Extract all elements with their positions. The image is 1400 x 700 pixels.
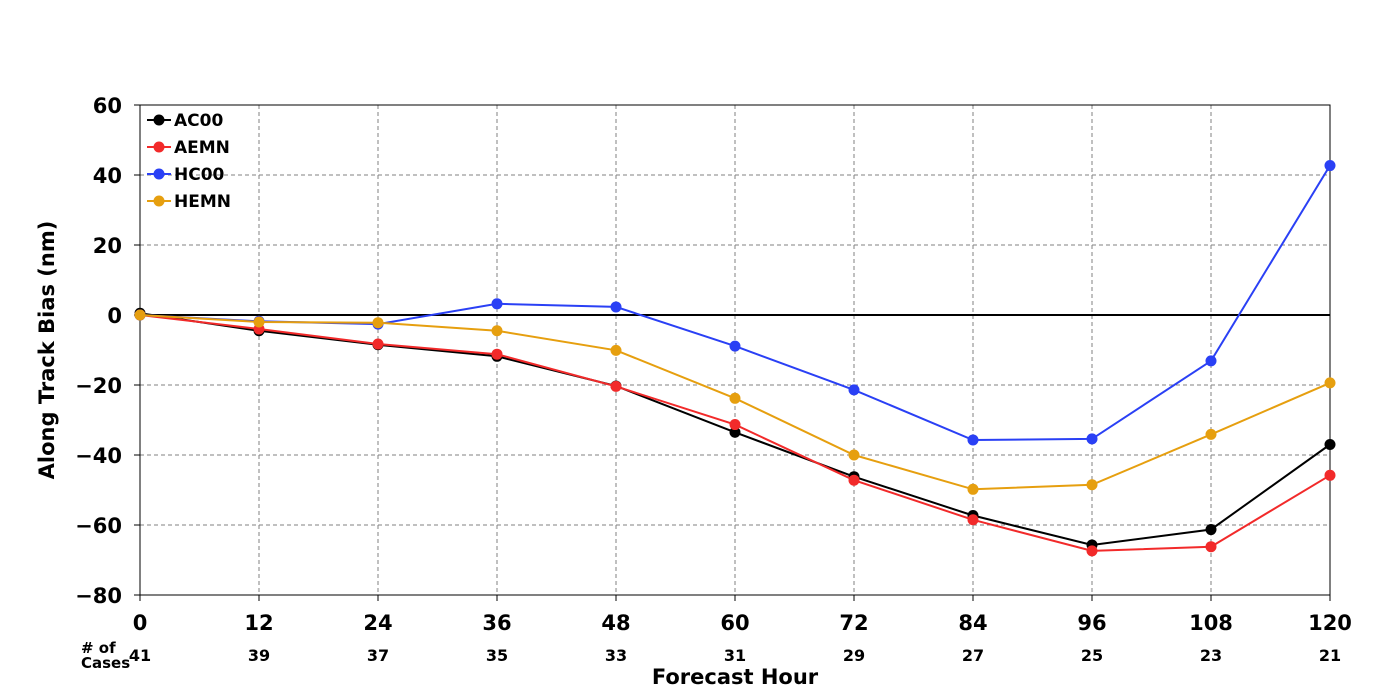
cases-count: 41 [129, 646, 151, 665]
data-point-aemn [848, 474, 860, 486]
data-point-ac00 [729, 426, 741, 438]
data-point-hc00 [1086, 433, 1098, 445]
data-point-aemn [610, 380, 622, 392]
data-point-hemn [967, 483, 979, 495]
x-tick-label: 48 [601, 611, 630, 635]
y-tick-label: −20 [75, 374, 122, 398]
x-tick-label: 108 [1189, 611, 1233, 635]
y-tick-label: −60 [75, 514, 122, 538]
data-point-hemn [372, 317, 384, 329]
x-axis-title: Forecast Hour [652, 665, 819, 689]
cases-count: 33 [605, 646, 627, 665]
data-point-ac00 [1205, 524, 1217, 536]
y-tick-label: 0 [107, 304, 122, 328]
data-point-hemn [610, 344, 622, 356]
cases-count: 29 [843, 646, 865, 665]
cases-count: 23 [1200, 646, 1222, 665]
cases-count: 39 [248, 646, 270, 665]
x-tick-label: 120 [1308, 611, 1352, 635]
data-point-hc00 [1205, 355, 1217, 367]
data-point-hemn [729, 392, 741, 404]
data-point-hemn [848, 449, 860, 461]
cases-count: 35 [486, 646, 508, 665]
y-tick-label: 40 [93, 164, 122, 188]
data-point-ac00 [1324, 439, 1336, 450]
data-point-hc00 [491, 298, 503, 310]
x-tick-label: 24 [363, 611, 392, 635]
y-axis-title: Along Track Bias (nm) [35, 221, 59, 480]
cases-count: 21 [1319, 646, 1341, 665]
data-point-hemn [134, 309, 146, 321]
data-point-hemn [253, 316, 265, 328]
data-point-hc00 [610, 301, 622, 313]
tick-labels: 0 41 12 39 24 37 36 35 48 33 60 31 72 29 84 27 96 25 108 23… [75, 94, 1352, 665]
legend-label-hemn: HEMN [174, 192, 231, 212]
data-point-aemn [1205, 541, 1217, 553]
x-tick-label: 84 [958, 611, 987, 635]
y-tick-label: 60 [93, 94, 122, 118]
data-point-hemn [1205, 428, 1217, 440]
x-tick-label: 72 [839, 611, 868, 635]
data-point-aemn [372, 338, 384, 350]
legend-label-aemn: AEMN [174, 138, 230, 158]
data-point-aemn [491, 348, 503, 360]
data-point-aemn [967, 514, 979, 526]
y-tick-label: −40 [75, 444, 122, 468]
y-tick-label: 20 [93, 234, 122, 258]
cases-count: 37 [367, 646, 389, 665]
legend: AC00 AEMN HC00 HEMN [147, 111, 231, 212]
legend-marker-hc00 [153, 168, 165, 180]
data-point-hc00 [848, 384, 860, 396]
legend-marker-aemn [153, 141, 165, 153]
x-tick-label: 36 [482, 611, 511, 635]
data-point-hemn [1086, 479, 1098, 491]
cases-count: 31 [724, 646, 746, 665]
data-point-hc00 [967, 434, 979, 446]
legend-label-ac00: AC00 [174, 111, 223, 131]
legend-marker-hemn [153, 195, 165, 207]
x-tick-label: 60 [720, 611, 749, 635]
data-point-aemn [729, 419, 741, 431]
x-tick-label: 12 [244, 611, 273, 635]
y-tick-label: −80 [75, 584, 122, 608]
legend-label-hc00: HC00 [174, 165, 225, 185]
cases-count: 25 [1081, 646, 1103, 665]
axes [134, 104, 1331, 601]
data-point-aemn [1086, 545, 1098, 557]
data-point-hemn [1324, 377, 1336, 389]
cases-label-line2: Cases [81, 654, 130, 672]
cases-label-line1: # of [81, 639, 116, 657]
legend-marker-ac00 [153, 114, 165, 126]
x-tick-label: 0 [133, 611, 148, 635]
cases-count: 27 [962, 646, 984, 665]
data-point-aemn [1324, 469, 1336, 481]
data-point-hemn [491, 325, 503, 337]
data-point-hc00 [729, 340, 741, 352]
series [134, 160, 1336, 557]
x-tick-label: 96 [1077, 611, 1106, 635]
data-point-hc00 [1324, 160, 1336, 172]
